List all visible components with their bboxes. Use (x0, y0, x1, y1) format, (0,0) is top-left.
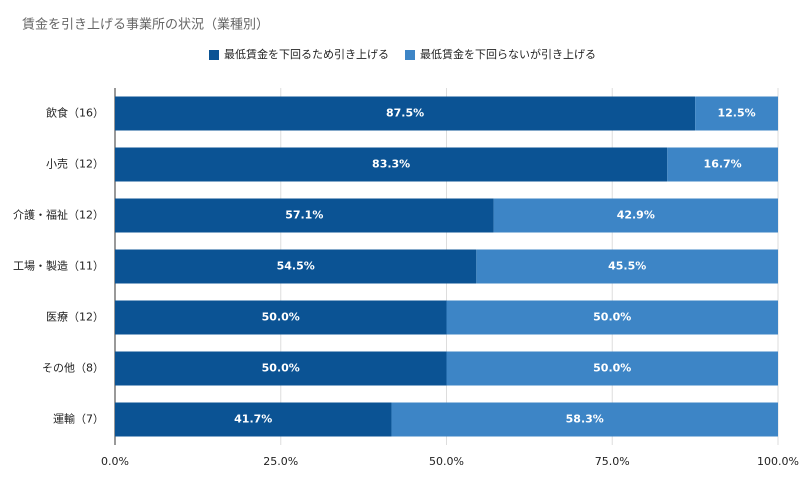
value-label: 57.1% (285, 209, 323, 222)
chart-title: 賃金を引き上げる事業所の状況（業種別） (22, 17, 269, 33)
y-tick-label: 飲食（16） (46, 106, 104, 120)
x-tick-label: 50.0% (429, 455, 464, 468)
bar-segment (446, 300, 778, 335)
bar-segment (115, 249, 477, 284)
legend-label: 最低賃金を下回らないが引き上げる (420, 47, 596, 61)
value-label: 50.0% (593, 362, 631, 375)
value-label: 41.7% (234, 413, 272, 426)
bar-segment (446, 351, 778, 386)
x-tick-label: 0.0% (101, 455, 129, 468)
value-label: 50.0% (262, 311, 300, 324)
bar-segment (115, 300, 447, 335)
value-label: 50.0% (262, 362, 300, 375)
legend-label: 最低賃金を下回るため引き上げる (224, 47, 389, 61)
y-tick-label: その他（8） (42, 362, 104, 375)
bar-segment (476, 249, 778, 284)
y-tick-label: 運輸（7） (53, 412, 104, 426)
x-tick-label: 100.0% (757, 455, 799, 468)
bar-segment (115, 198, 494, 233)
bar-segment (493, 198, 778, 233)
legend-swatch (405, 50, 415, 60)
value-label: 54.5% (277, 260, 315, 273)
bar-segment (115, 351, 447, 386)
y-tick-label: 工場・製造（11） (13, 259, 104, 273)
bar-segment (695, 96, 778, 131)
bar-segment (115, 402, 392, 437)
bar-segment (115, 147, 668, 182)
value-label: 16.7% (704, 158, 742, 171)
value-label: 83.3% (372, 158, 410, 171)
y-tick-label: 医療（12） (46, 310, 104, 324)
bar-segment (667, 147, 778, 182)
bar-segment (115, 96, 696, 131)
x-tick-label: 25.0% (263, 455, 298, 468)
value-label: 50.0% (593, 311, 631, 324)
value-label: 42.9% (617, 209, 655, 222)
y-tick-label: 小売（12） (46, 158, 104, 171)
legend-swatch (209, 50, 219, 60)
value-label: 12.5% (717, 107, 755, 120)
value-label: 87.5% (386, 107, 424, 120)
value-label: 45.5% (608, 260, 646, 273)
x-tick-label: 75.0% (595, 455, 630, 468)
y-tick-label: 介護・福祉（12） (13, 208, 104, 222)
value-label: 58.3% (566, 413, 604, 426)
bar-segment (391, 402, 778, 437)
